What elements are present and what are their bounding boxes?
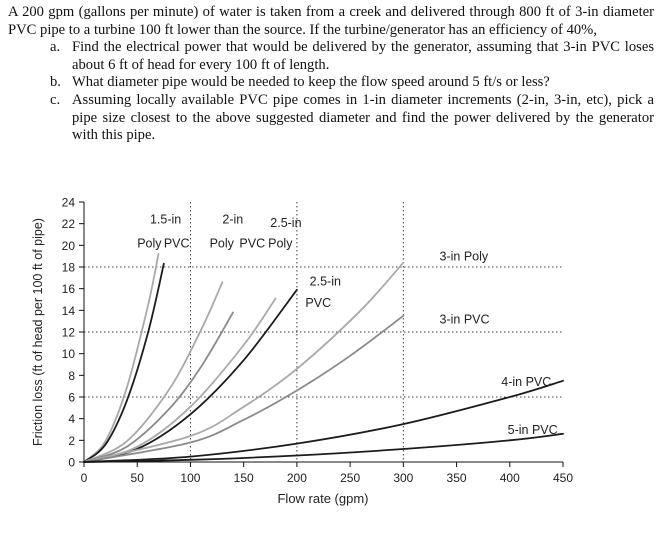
series-label: Poly [268,237,293,251]
chart-series [83,253,564,463]
x-tick-label: 250 [340,471,360,485]
series-label: PVC [305,296,331,310]
part-text: Find the electrical power that would be … [72,39,654,73]
problem-statement: A 200 gpm (gallons per minute) of water … [8,4,654,145]
x-tick-label: 350 [447,471,467,485]
x-tick-label: 200 [287,471,307,485]
series-line-3-in-poly [83,261,405,463]
x-tick-label: 450 [553,471,573,485]
x-tick-label: 50 [131,471,145,485]
part-marker: a. [50,39,61,56]
series-line-4-in-pvc [83,379,564,463]
series-label: Poly [210,237,235,251]
y-tick-label: 6 [68,391,75,405]
series-line-2-5-in-poly [83,297,277,463]
x-tick-label: 400 [500,471,520,485]
series-label: 5-in PVC [508,423,558,437]
y-tick-label: 8 [68,369,75,383]
y-tick-label: 2 [68,434,75,448]
series-line-1-5-in-pvc [83,262,165,463]
y-tick-label: 14 [62,304,76,318]
x-tick-label: 100 [180,471,200,485]
series-label: PVC [164,237,190,251]
series-label: 2.5-in [310,274,341,288]
series-line-2-in-pvc [83,311,234,463]
part-marker: b. [50,74,61,91]
problem-part-a: a. Find the electrical power that would b… [8,39,654,74]
series-label: 3-in PVC [440,312,490,326]
part-text: Assuming locally available PVC pipe come… [72,91,654,144]
y-tick-label: 0 [68,456,75,470]
y-axis-label: Friction loss (ft of head per 100 ft of … [31,218,45,446]
problem-intro: A 200 gpm (gallons per minute) of water … [8,4,654,38]
series-label: PVC [239,237,265,251]
series-label: 1.5-in [150,213,181,227]
series-label: Poly [137,237,162,251]
series-line-2-in-poly [83,281,224,463]
x-tick-label: 0 [81,471,88,485]
problem-parts: a. Find the electrical power that would b… [8,39,654,145]
problem-part-c: c. Assuming locally available PVC pipe co… [8,92,654,145]
y-tick-label: 22 [62,217,76,231]
series-label: 4-in PVC [501,375,551,389]
series-line-1-5-in-poly [83,253,160,463]
series-label: 2-in [222,213,243,227]
y-tick-label: 24 [62,196,76,210]
x-tick-label: 150 [234,471,254,485]
y-tick-label: 4 [68,412,75,426]
y-tick-label: 12 [62,326,76,340]
y-tick-label: 18 [62,261,76,275]
part-marker: c. [50,91,61,108]
series-label: 2.5-in [270,216,301,230]
series-label: 3-in Poly [440,250,489,264]
problem-part-b: b. What diameter pipe would be needed to … [8,74,654,92]
chart-grid [84,202,563,462]
x-axis-label: Flow rate (gpm) [277,491,368,506]
y-tick-label: 20 [62,239,76,253]
x-tick-label: 300 [393,471,413,485]
series-line-5-in-pvc [83,432,564,463]
series-line-3-in-pvc [83,314,405,463]
y-tick-label: 10 [62,347,76,361]
part-text: What diameter pipe would be needed to ke… [72,74,550,91]
y-tick-label: 16 [62,282,76,296]
